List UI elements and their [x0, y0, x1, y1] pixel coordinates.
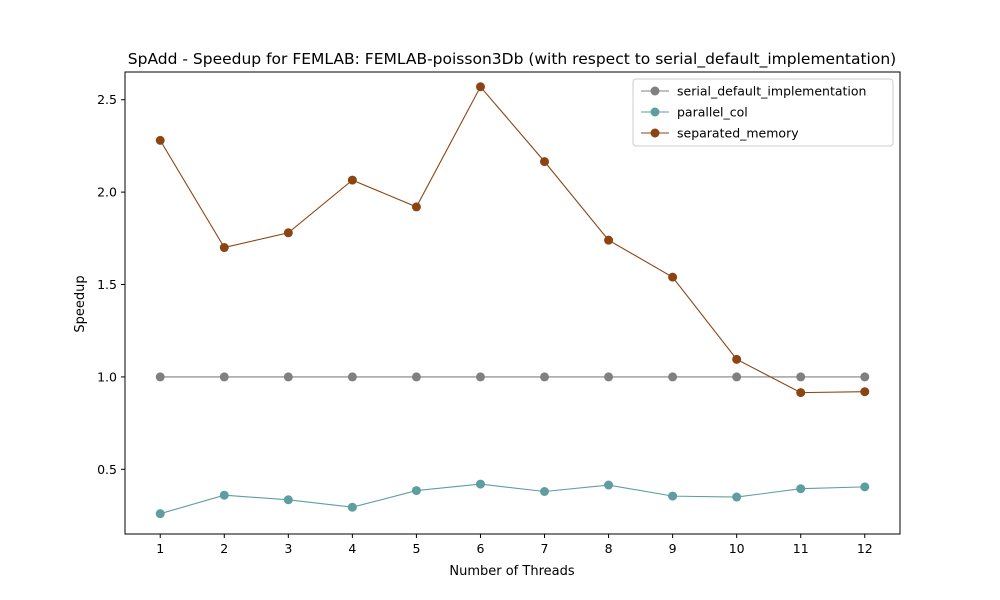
data-point — [604, 372, 614, 382]
data-point — [860, 482, 870, 492]
x-tick-label: 3 — [284, 541, 292, 556]
x-tick-label: 6 — [476, 541, 484, 556]
chart-title: SpAdd - Speedup for FEMLAB: FEMLAB-poiss… — [128, 50, 896, 69]
x-tick-label: 8 — [605, 541, 613, 556]
data-point — [347, 175, 357, 185]
x-tick-label: 12 — [857, 541, 873, 556]
data-point — [860, 387, 870, 397]
y-tick-label: 1.5 — [97, 277, 117, 292]
legend-marker — [650, 107, 660, 117]
legend: serial_default_implementation parallel_co… — [632, 78, 894, 147]
x-tick-label: 7 — [541, 541, 549, 556]
legend-item: parallel_col — [641, 105, 748, 120]
legend-label: separated_memory — [677, 126, 799, 141]
data-point — [668, 372, 678, 382]
data-point — [732, 354, 742, 364]
data-point — [540, 157, 550, 167]
y-tick-label: 2.5 — [97, 92, 117, 107]
legend-label: parallel_col — [677, 105, 748, 120]
x-tick-label: 5 — [412, 541, 420, 556]
x-tick-label: 11 — [793, 541, 809, 556]
series-serial_default_implementation — [155, 372, 870, 382]
legend-box — [632, 78, 894, 147]
data-point — [796, 388, 806, 398]
data-point — [283, 372, 293, 382]
data-point — [796, 372, 806, 382]
data-point — [668, 491, 678, 501]
series-line — [159, 85, 865, 394]
plot-frame — [124, 71, 901, 535]
data-point — [732, 372, 742, 382]
y-axis-label: Speedup — [73, 275, 88, 332]
data-point — [668, 272, 678, 282]
x-tick-label: 1 — [156, 541, 164, 556]
series-separated_memory — [155, 82, 870, 398]
data-point — [219, 372, 229, 382]
x-tick-label: 10 — [729, 541, 745, 556]
y-tick-label: 1.0 — [97, 369, 117, 384]
x-tick-label: 4 — [348, 541, 356, 556]
data-point — [604, 480, 614, 490]
data-point — [604, 235, 614, 245]
data-point — [155, 509, 165, 519]
data-point — [283, 228, 293, 238]
x-axis-label: Number of Threads — [449, 564, 574, 579]
legend-marker — [650, 86, 660, 96]
series-line — [160, 483, 865, 515]
series-layer — [155, 82, 870, 519]
y-tick-label: 2.0 — [97, 185, 117, 200]
data-point — [155, 135, 165, 145]
data-point — [540, 486, 550, 496]
data-point — [796, 484, 806, 494]
data-point — [347, 502, 357, 512]
data-point — [475, 82, 485, 92]
legend-item: separated_memory — [641, 126, 799, 141]
x-tick-label: 9 — [669, 541, 677, 556]
data-point — [860, 372, 870, 382]
data-point — [219, 243, 229, 253]
data-point — [347, 372, 357, 382]
data-point — [411, 202, 421, 212]
x-axis: 1 2 3 4 5 6 7 8 9 10 11 12 — [156, 534, 873, 556]
data-point — [475, 372, 485, 382]
x-tick-label: 2 — [220, 541, 228, 556]
data-point — [475, 479, 485, 489]
data-point — [219, 490, 229, 500]
data-point — [155, 372, 165, 382]
y-axis: 0.5 1.0 1.5 2.0 2.5 — [97, 92, 125, 477]
legend-item: serial_default_implementation — [641, 84, 866, 99]
legend-marker — [650, 128, 660, 138]
data-point — [540, 372, 550, 382]
data-point — [411, 372, 421, 382]
series-parallel_col — [155, 479, 870, 519]
data-point — [283, 495, 293, 505]
y-tick-label: 0.5 — [97, 462, 117, 477]
legend-label: serial_default_implementation — [677, 84, 866, 99]
data-point — [411, 486, 421, 496]
data-point — [732, 492, 742, 502]
